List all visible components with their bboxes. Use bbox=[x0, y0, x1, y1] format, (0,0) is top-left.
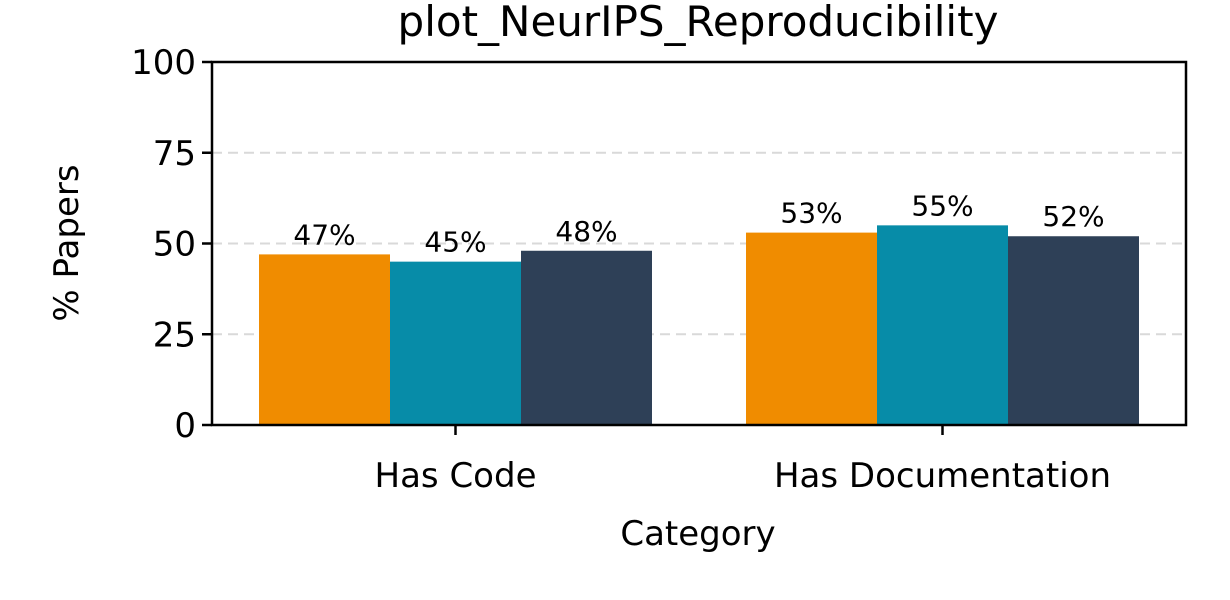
y-tick-label: 50 bbox=[153, 225, 196, 265]
x-axis: Has Code Has Documentation bbox=[375, 425, 1111, 496]
y-tick-label: 25 bbox=[153, 315, 196, 355]
chart-title: plot_NeurIPS_Reproducibility bbox=[398, 0, 999, 46]
x-tick-label: Has Code bbox=[375, 456, 537, 496]
bar bbox=[877, 225, 1008, 425]
bar bbox=[521, 250, 652, 425]
bar-value-label: 45% bbox=[424, 226, 486, 259]
data-labels: 47% 45% 48% 53% 55% 52% bbox=[293, 189, 1104, 258]
y-axis: 0 25 50 75 100 bbox=[131, 43, 212, 446]
bar bbox=[259, 254, 390, 425]
x-tick-label: Has Documentation bbox=[774, 456, 1111, 496]
bar bbox=[390, 261, 521, 425]
y-axis-label: % Papers bbox=[47, 164, 87, 321]
bar bbox=[746, 232, 877, 425]
bar-value-label: 48% bbox=[555, 215, 617, 248]
x-axis-label: Category bbox=[620, 514, 775, 554]
y-tick-label: 75 bbox=[153, 134, 196, 174]
bars bbox=[259, 225, 1139, 425]
bar-value-label: 52% bbox=[1042, 200, 1104, 233]
y-tick-label: 100 bbox=[131, 43, 196, 83]
bar-value-label: 55% bbox=[911, 189, 973, 222]
bar bbox=[1008, 236, 1139, 425]
y-tick-label: 0 bbox=[174, 406, 196, 446]
bar-value-label: 47% bbox=[293, 218, 355, 251]
bar-value-label: 53% bbox=[780, 197, 842, 230]
